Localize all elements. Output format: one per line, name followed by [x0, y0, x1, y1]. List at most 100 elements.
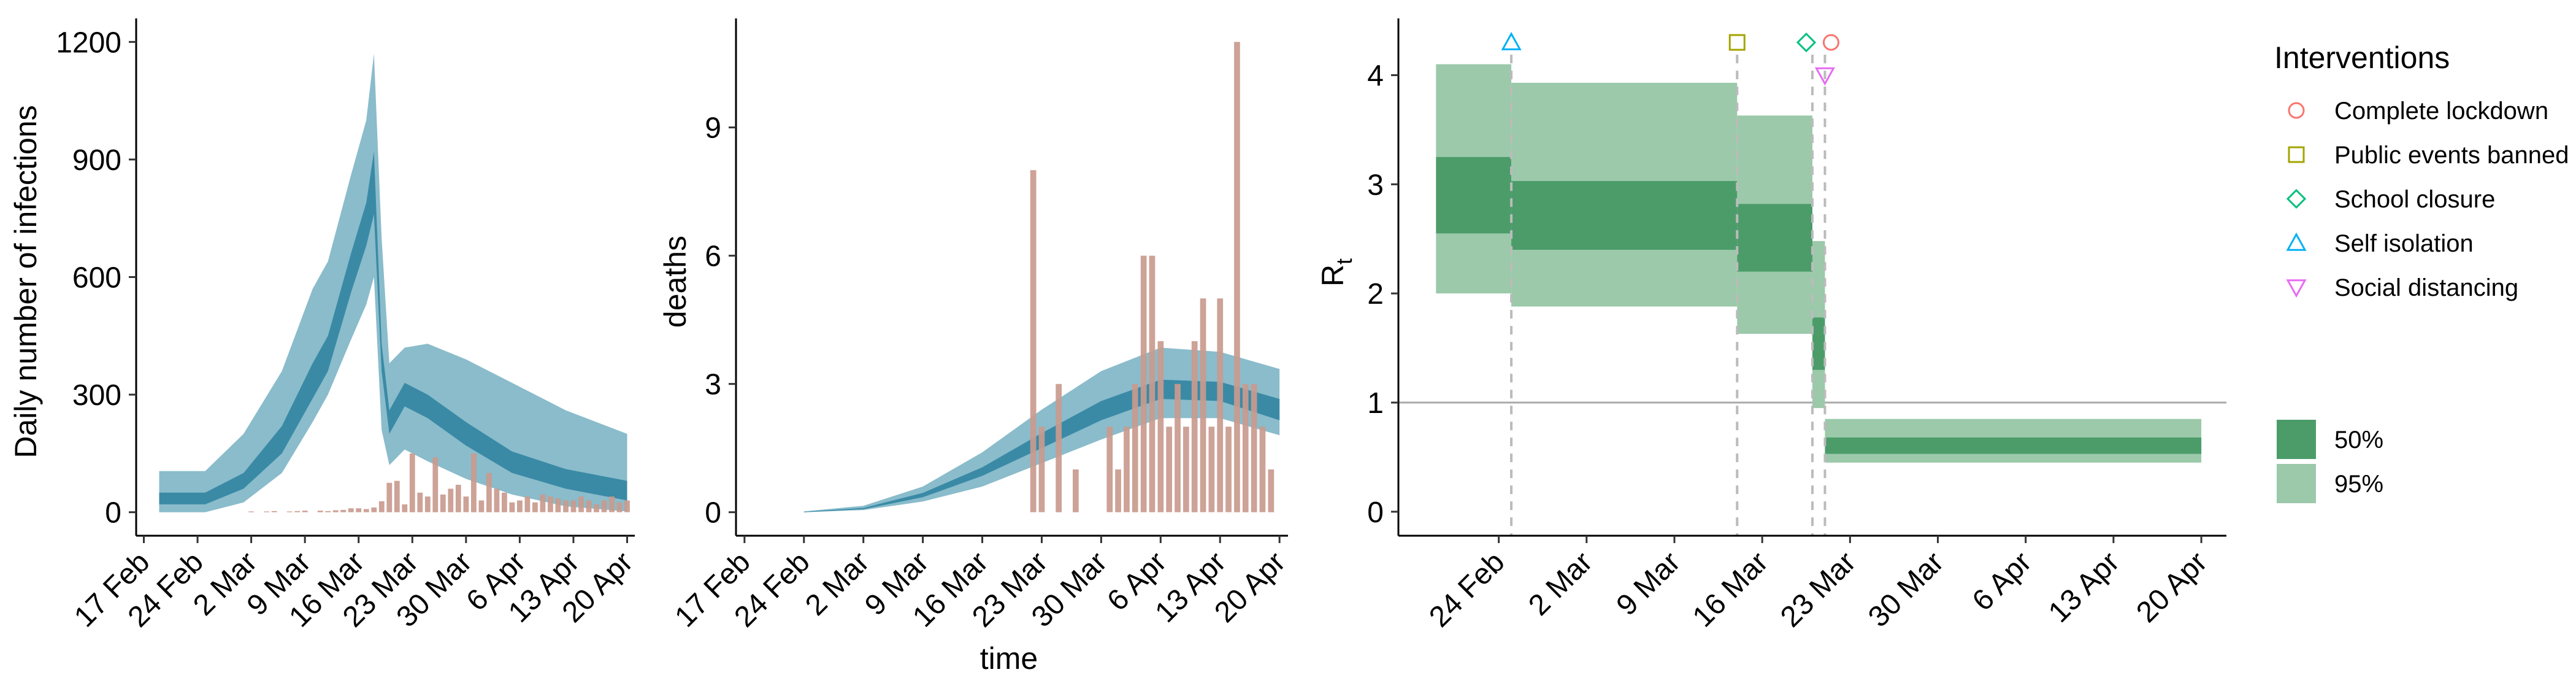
infections-bar [409, 453, 415, 512]
deaths-bar [1140, 255, 1147, 512]
rt-bands [1398, 64, 2226, 463]
deaths-y-tick-label: 3 [705, 369, 721, 401]
infections-bar [363, 509, 369, 512]
infections-bands [159, 53, 627, 512]
deaths-bar [1217, 298, 1224, 512]
infections-bar [424, 496, 431, 512]
rt-band-50 [1812, 317, 1825, 370]
infections-bar [302, 511, 308, 512]
rt-marker-social-distancing [1814, 67, 1836, 86]
infections-bar [524, 496, 531, 512]
rt-x-tick-label: 20 Apr [2130, 546, 2214, 629]
deaths-bar [1242, 384, 1249, 512]
infections-bar [440, 494, 446, 512]
deaths-bar [1115, 469, 1121, 512]
rt-y-tick-label: 2 [1367, 278, 1384, 311]
legend-key-public-events-banned [2288, 146, 2305, 163]
infections-y-tick-label: 300 [72, 379, 121, 412]
infections-bar [601, 500, 607, 512]
infections-bar [248, 511, 254, 512]
infections-bar [586, 500, 592, 512]
deaths-bar [1073, 469, 1079, 512]
deaths-bar [1106, 426, 1113, 512]
infections-bar [555, 498, 561, 512]
infections-bar [548, 496, 553, 512]
infections-y-axis-title: Daily number of infections [9, 105, 43, 458]
infections-band-95 [159, 53, 627, 512]
deaths-bar [1132, 384, 1138, 512]
legend-key-self-isolation [2286, 232, 2307, 251]
legend-ci-label: 50% [2334, 426, 2383, 453]
infections-bar [340, 509, 347, 512]
deaths-bar [1259, 426, 1266, 512]
infections-bar [502, 492, 507, 512]
deaths-bar [1234, 42, 1240, 512]
infections-y-tick-label: 0 [105, 497, 121, 530]
infections-bar [417, 492, 423, 512]
infections-bar [402, 504, 408, 512]
infections-bar [356, 508, 362, 512]
infections-bar [455, 485, 461, 512]
infections-y-tick-label: 900 [72, 144, 121, 177]
deaths-bar [1268, 469, 1275, 512]
deaths-bar [1208, 426, 1215, 512]
infections-bar [517, 500, 523, 512]
rt-y-axis-title-main: R [1316, 264, 1350, 287]
legend-label: Complete lockdown [2334, 98, 2548, 125]
infections-bar [494, 488, 500, 512]
infections-bar [394, 480, 400, 512]
rt-y-axis-title-subscript: t [1332, 258, 1357, 264]
legend-ci-label: 95% [2334, 471, 2383, 498]
rt-y-axis-title: R t [1316, 258, 1357, 287]
infections-bar [448, 488, 454, 512]
infections-bar [386, 482, 393, 512]
infections-bar [348, 508, 354, 512]
rt-x-tick-label: 23 Mar [1774, 546, 1862, 633]
deaths-bar [1225, 426, 1232, 512]
rt-y-tick-label: 1 [1367, 387, 1384, 420]
deaths-bar [1124, 426, 1130, 512]
deaths-x-axis-title: time [980, 641, 1038, 676]
deaths-bar [1157, 341, 1164, 512]
rt-x-tick-label: 6 Apr [1966, 546, 2038, 617]
infections-y-tick-label: 1200 [56, 26, 121, 59]
legend-key-school-closure [2286, 188, 2307, 209]
infections-bar [471, 453, 477, 512]
legend-label: Self isolation [2334, 230, 2474, 257]
deaths-bar [1056, 384, 1062, 512]
legend-label: Public events banned [2334, 142, 2569, 169]
rt-intervention-markers [1501, 32, 1839, 86]
rt-x-tick-label: 9 Mar [1611, 546, 1687, 622]
deaths-bar [1175, 384, 1181, 512]
infections-bar [371, 507, 377, 512]
deaths-bars [1030, 42, 1275, 512]
infections-bar [286, 511, 293, 512]
infections-bar [271, 511, 277, 512]
legend: Interventions Complete lockdown Public ev… [2274, 41, 2569, 503]
rt-panel: 0 1 2 3 4 24 Feb 2 Mar 9 Mar 16 Mar 23 Mar 30 Mar 6… [1316, 18, 2226, 633]
deaths-bar [1191, 341, 1198, 512]
rt-x-tick-label: 24 Feb [1423, 546, 1511, 633]
legend-label: Social distancing [2334, 274, 2518, 301]
deaths-bar [1030, 170, 1037, 512]
infections-bar [594, 504, 599, 512]
infections-bar [332, 510, 339, 512]
infections-bar [540, 494, 546, 512]
infections-bar [609, 496, 615, 512]
infections-bar [570, 500, 577, 512]
rt-marker-school-closure [1796, 33, 1817, 53]
rt-y-tick-label: 0 [1367, 496, 1384, 529]
rt-y-tick-label: 3 [1367, 169, 1384, 201]
deaths-bar [1183, 426, 1189, 512]
infections-bar [486, 473, 492, 512]
infections-y-tick-label: 600 [72, 262, 121, 295]
rt-marker-public-events-banned [1728, 34, 1746, 51]
infections-bar [378, 501, 385, 512]
rt-intervention-lines [1510, 55, 1827, 536]
deaths-bar [1149, 255, 1156, 512]
rt-band-50 [1737, 204, 1812, 272]
infections-bar [578, 496, 584, 512]
